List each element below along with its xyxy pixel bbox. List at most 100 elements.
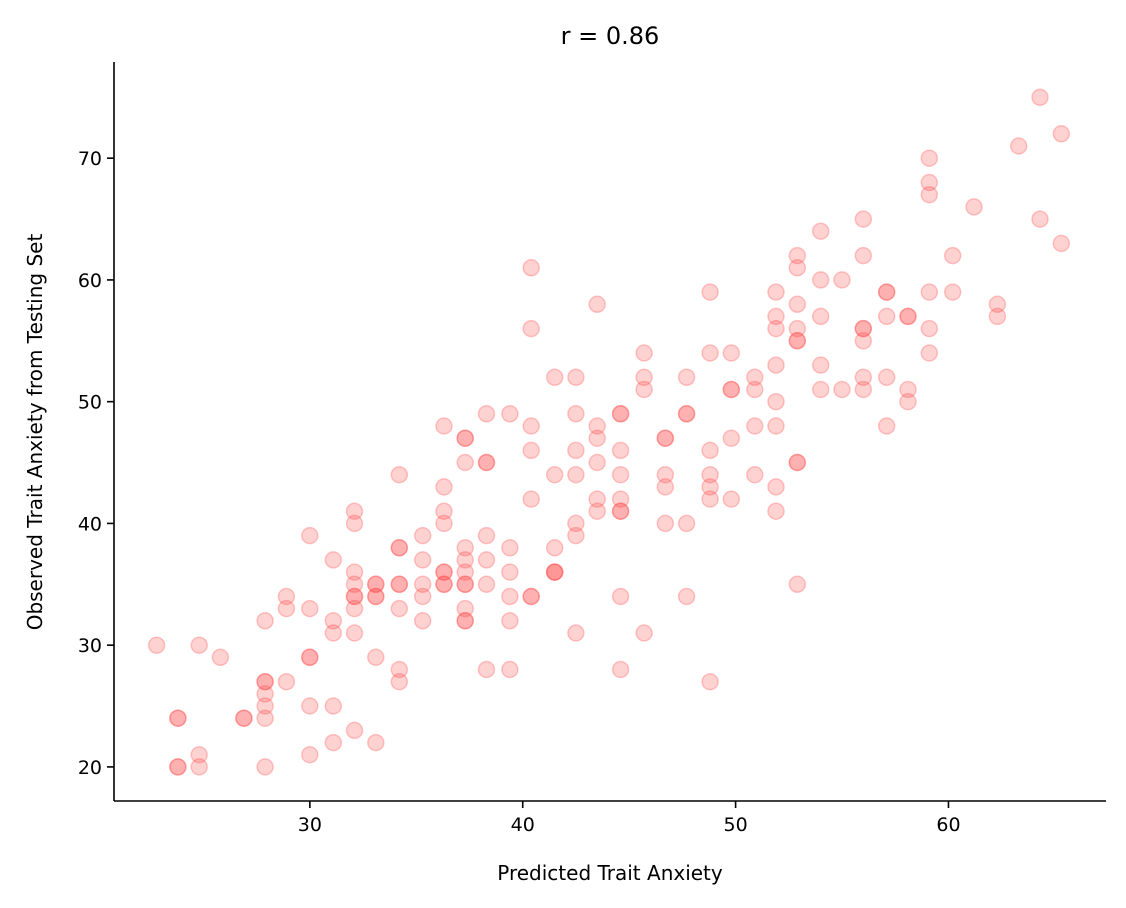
scatter-point (435, 575, 453, 594)
scatter-point (301, 745, 319, 764)
scatter-point (390, 660, 409, 679)
scatter-point (877, 307, 896, 326)
scatter-point (413, 526, 432, 545)
scatter-point (656, 465, 675, 484)
scatter-point (899, 392, 917, 411)
scatter-point (567, 441, 585, 460)
y-axis-label: Observed Trait Anxiety from Testing Set (23, 234, 47, 631)
scatter-point (788, 575, 807, 594)
scatter-point (277, 599, 296, 618)
scatter-point (788, 453, 807, 472)
scatter-point (611, 660, 630, 679)
scatter-point (767, 283, 785, 301)
scatter-point (169, 709, 187, 727)
scatter-point (611, 502, 630, 520)
scatter-point (435, 563, 453, 581)
scatter-point (413, 587, 432, 606)
x-axis-label: Predicted Trait Anxiety (497, 861, 723, 885)
scatter-point (501, 539, 519, 557)
scatter-point (567, 514, 585, 533)
scatter-point (854, 380, 873, 399)
scatter-point (611, 502, 630, 520)
y-tick-label: 60 (78, 270, 102, 292)
scatter-point (920, 283, 939, 301)
scatter-point (701, 490, 719, 508)
scatter-point (169, 709, 187, 727)
scatter-point (656, 514, 675, 533)
scatter-point (477, 526, 496, 545)
scatter-point (788, 246, 807, 265)
scatter-point (722, 429, 741, 447)
scatter-point (256, 672, 274, 691)
scatter-point (677, 514, 696, 533)
scatter-point (501, 587, 519, 606)
scatter-point (854, 332, 873, 350)
scatter-point (345, 587, 364, 606)
scatter-point (722, 344, 741, 362)
scatter-point (854, 319, 873, 338)
scatter-point (435, 478, 453, 496)
scatter-point (345, 721, 364, 740)
scatter-point (701, 672, 719, 691)
scatter-point (588, 429, 606, 447)
scatter-point (988, 307, 1007, 326)
scatter-point (522, 587, 540, 606)
scatter-point (390, 575, 409, 594)
scatter-point (611, 587, 630, 606)
y-tick-label: 30 (78, 635, 102, 657)
scatter-point (746, 380, 764, 399)
scatter-point (456, 539, 474, 557)
scatter-point (345, 599, 364, 618)
scatter-point (677, 405, 696, 423)
scatter-point (677, 368, 696, 387)
scatter-point (301, 648, 319, 667)
scatter-point (877, 417, 896, 435)
scatter-point (147, 636, 166, 654)
scatter-point (301, 599, 319, 618)
scatter-point (477, 575, 496, 594)
scatter-point (722, 490, 741, 508)
scatter-point (277, 587, 296, 606)
scatter-point (920, 319, 939, 338)
scatter-point (435, 563, 453, 581)
scatter-point (190, 758, 208, 776)
scatter-point (788, 453, 807, 472)
scatter-point (256, 697, 274, 715)
scatter-point (324, 612, 343, 630)
scatter-point (1031, 210, 1049, 228)
scatter-point (413, 575, 432, 594)
scatter-point (811, 271, 830, 289)
scatter-point (545, 368, 564, 387)
scatter-point (811, 307, 830, 326)
scatter-point (701, 478, 719, 496)
scatter-point (413, 551, 432, 569)
y-tick-label: 40 (78, 513, 102, 535)
scatter-point (588, 417, 606, 435)
scatter-point (345, 587, 364, 606)
scatter-point (746, 417, 764, 435)
scatter-point (345, 514, 364, 533)
y-tick-label: 20 (78, 757, 102, 779)
scatter-point (456, 612, 474, 630)
scatter-point (435, 575, 453, 594)
scatter-point (943, 283, 962, 301)
scatter-point (611, 441, 630, 460)
scatter-point (877, 283, 896, 301)
scatter-point (501, 660, 519, 679)
scatter-point (435, 514, 453, 533)
scatter-point (567, 526, 585, 545)
scatter-point (235, 709, 253, 727)
scatter-point (722, 380, 741, 399)
scatter-point (877, 368, 896, 387)
scatter-point (390, 599, 409, 618)
scatter-point (522, 417, 540, 435)
scatter-point (788, 319, 807, 338)
y-tick-label: 70 (78, 148, 102, 170)
scatter-point (611, 465, 630, 484)
chart-title: r = 0.86 (561, 22, 660, 50)
scatter-point (169, 758, 187, 776)
scatter-point (367, 587, 385, 606)
scatter-point (943, 246, 962, 265)
scatter-point (256, 672, 274, 691)
